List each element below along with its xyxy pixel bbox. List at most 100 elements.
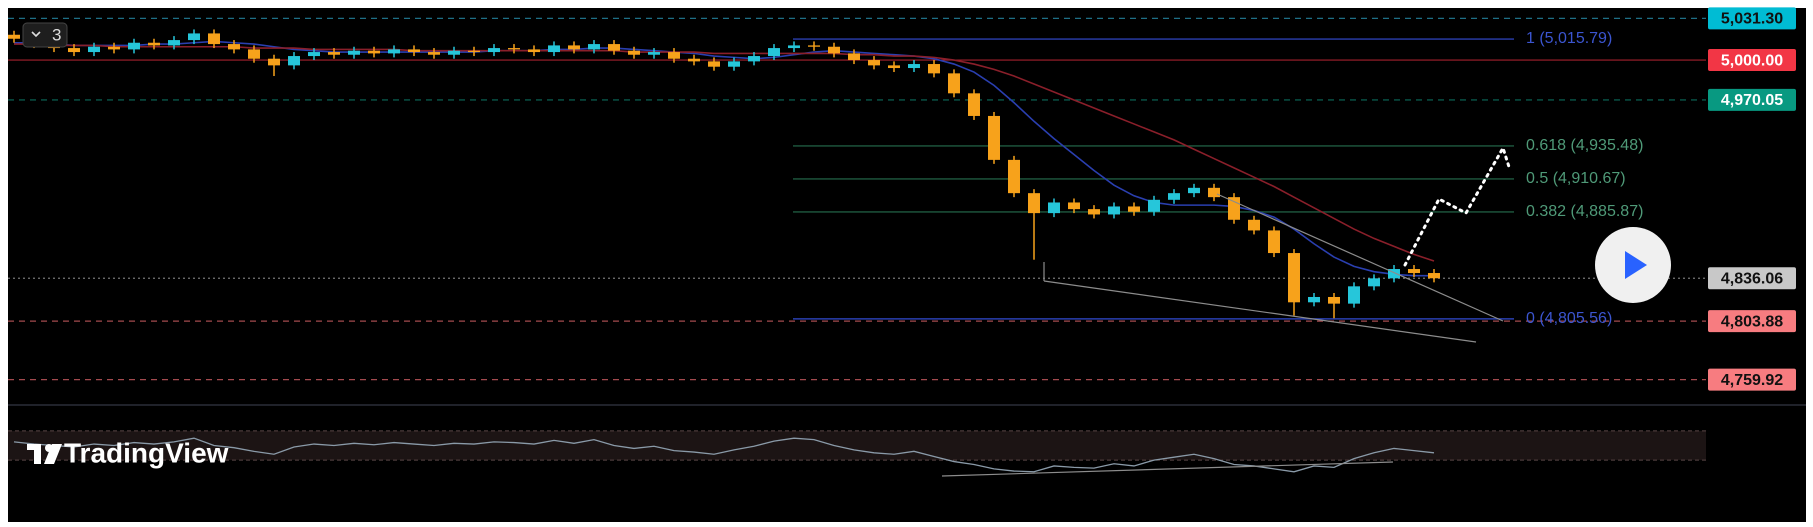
price-label-box — [1708, 267, 1796, 290]
rsi-trend-line — [941, 461, 1394, 477]
price-label: 5,031.30 — [1721, 11, 1783, 28]
chevron — [31, 31, 41, 38]
candle-body — [1288, 253, 1300, 303]
candle-body — [1068, 202, 1080, 210]
rsi-band — [8, 430, 1706, 461]
candle-body — [808, 45, 820, 47]
candle-body — [648, 52, 660, 55]
candle-body — [708, 61, 720, 67]
candle-body — [128, 42, 140, 50]
candle-body — [108, 46, 120, 50]
candle-body — [1028, 193, 1040, 214]
candle-body — [408, 49, 420, 53]
candle-body — [168, 40, 180, 46]
trend-line — [1043, 280, 1477, 343]
candle-body — [788, 45, 800, 49]
candle-body — [288, 56, 300, 66]
candle-body — [728, 61, 740, 67]
candle-body — [1188, 187, 1200, 194]
candle-body — [928, 64, 940, 74]
candle-body — [228, 44, 240, 50]
moving-average — [14, 40, 1434, 277]
candle-body — [868, 60, 880, 66]
play-icon — [1625, 251, 1647, 279]
price-label-box — [1708, 88, 1796, 111]
candle-body — [1108, 206, 1120, 215]
trend-line — [1216, 193, 1504, 322]
badge[interactable]: 3 — [22, 22, 68, 48]
moving-average — [14, 43, 1435, 262]
candle-body — [248, 49, 260, 59]
candle-body — [488, 48, 500, 53]
candle-body — [1248, 219, 1260, 231]
price-label: 4,970.05 — [1721, 92, 1783, 109]
fib-label: 0.618 (4,935.48) — [1526, 137, 1643, 154]
candle-body — [1368, 278, 1380, 287]
candle-body — [768, 48, 780, 57]
candle-body — [888, 65, 900, 69]
candle-body — [568, 45, 580, 50]
candle-body — [1168, 193, 1180, 200]
candle-body — [1088, 209, 1100, 215]
price-label-box — [1708, 49, 1796, 72]
projection-path — [1403, 144, 1512, 267]
candle-body — [448, 50, 460, 55]
candle-body — [628, 50, 640, 55]
price-label-box — [1708, 310, 1796, 333]
logo: TradingView — [27, 437, 229, 468]
candle-body — [528, 49, 540, 53]
candle-body — [1148, 199, 1160, 212]
candle-body — [368, 50, 380, 54]
candle-body — [848, 53, 860, 61]
price-label: 4,759.92 — [1721, 372, 1783, 389]
candle-body — [588, 44, 600, 50]
candle-body — [1008, 159, 1020, 194]
candle-body — [748, 56, 760, 62]
logo-mark — [34, 444, 41, 464]
candle-body — [268, 58, 280, 66]
candle-body — [1328, 296, 1340, 304]
fib-label: 0.5 (4,910.67) — [1526, 170, 1626, 187]
price-label-box — [1708, 368, 1796, 391]
candle-body — [468, 50, 480, 53]
price-label: 4,836.06 — [1721, 270, 1783, 287]
candle-body — [188, 33, 200, 41]
candle-body — [988, 115, 1000, 160]
candle-body — [68, 48, 80, 53]
candle-body — [1128, 206, 1140, 212]
badge-box[interactable] — [22, 22, 68, 48]
price-label-box — [1708, 7, 1796, 30]
price-label: 4,803.88 — [1721, 313, 1783, 330]
candle-body — [688, 58, 700, 62]
rsi-line — [13, 437, 1435, 473]
candle-body — [8, 34, 20, 39]
candle-body — [968, 93, 980, 116]
logo-mark — [44, 444, 62, 464]
drawings — [941, 144, 1512, 477]
candle-body — [608, 44, 620, 51]
fib-label: 0.382 (4,885.87) — [1526, 203, 1643, 220]
candle-body — [308, 52, 320, 57]
candle-body — [1228, 197, 1240, 220]
candle-body — [148, 42, 160, 46]
candle-body — [1308, 296, 1320, 303]
logo-text: TradingView — [64, 437, 229, 468]
candle-body — [1428, 273, 1440, 279]
fib-label: 0 (4,805.56) — [1526, 310, 1612, 327]
candle-body — [548, 45, 560, 53]
candle-body — [428, 52, 440, 55]
candle-body — [948, 73, 960, 94]
candle-body — [328, 52, 340, 55]
candle-body — [1268, 230, 1280, 254]
candle-body — [1388, 269, 1400, 279]
play-button[interactable] — [1595, 227, 1671, 303]
price-label: 5,000.00 — [1721, 52, 1783, 69]
fib-label: 1 (5,015.79) — [1526, 30, 1612, 47]
candle-body — [348, 50, 360, 55]
candle-body — [388, 49, 400, 54]
badge-text: 3 — [52, 25, 61, 44]
candle-body — [508, 48, 520, 50]
candle-body — [1408, 269, 1420, 274]
